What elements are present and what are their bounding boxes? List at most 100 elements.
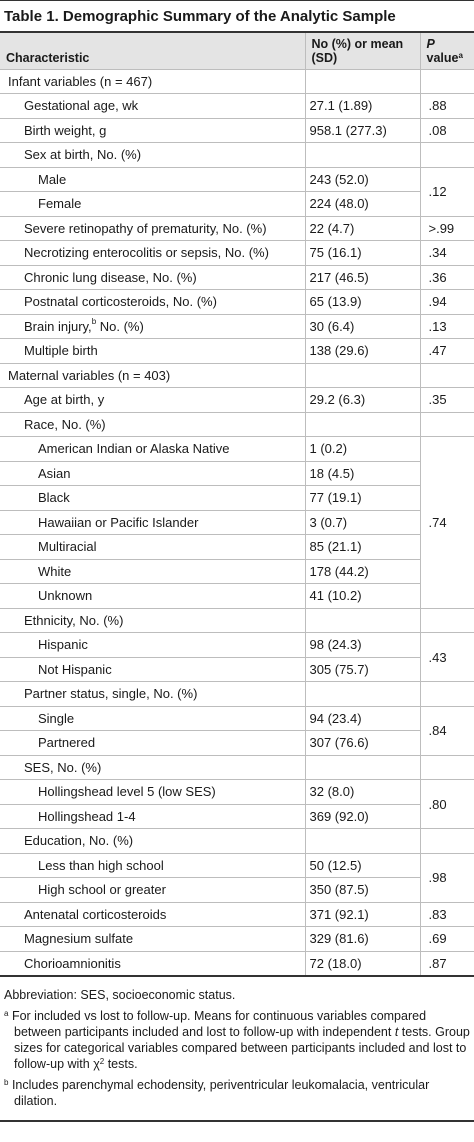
value-cell: 75 (16.1) [304,240,420,265]
footnote-marker: b [91,316,97,326]
value-text: 32 (8.0) [309,784,355,800]
table-row: American Indian or Alaska Native 1 (0.2).… [0,436,474,608]
value-cell [304,607,420,633]
label-cell: Black [0,485,305,510]
value-text: 29.2 (6.3) [309,392,366,408]
value-cell [304,411,420,437]
p-cell: .36 [419,264,474,290]
value-cell: 94 (23.4) [304,705,420,731]
label-cell: American Indian or Alaska Native [0,436,305,461]
row-label: No. (%) [96,318,144,334]
p-value: .84 [428,723,447,738]
p-value: >.99 [428,220,455,236]
p-cell: >.99 [419,215,474,241]
table-row: Hollingshead level 5 (low SES) 32 (8.0) .8… [0,779,474,829]
table-title: Table 1. Demographic Summary of the Anal… [0,0,474,33]
row-label: SES, No. (%) [24,759,102,775]
p-cell: .43 [419,632,474,682]
p-cell [419,754,474,780]
p-cell [419,411,474,437]
row-label: Asian [38,465,71,481]
value-text: 1 (0.2) [309,441,348,457]
label-cell: Brain injury,b No. (%) [0,313,305,339]
p-cell: .98 [419,852,474,902]
row-label: Hollingshead 1-4 [38,808,136,824]
row-label: High school or greater [38,882,166,898]
row-label: Maternal variables (n = 403) [8,367,171,383]
table-row: Less than high school 50 (12.5) .98 [0,852,474,902]
value-text: 85 (21.1) [309,539,362,555]
value-cell: 958.1 (277.3) [304,117,420,143]
p-value: .94 [428,294,447,310]
value-text: 50 (12.5) [309,857,362,873]
p-cell: .83 [419,901,474,927]
label-cell: Magnesium sulfate [0,926,305,951]
label-cell: White [0,558,305,584]
label-cell: Age at birth, y [0,387,305,412]
value-cell [304,828,420,853]
table-row: Partnered 307 (76.6) [0,730,474,755]
value-text: 138 (29.6) [309,343,369,359]
row-label: Postnatal corticosteroids, No. (%) [24,294,217,310]
p-cell: .88 [419,93,474,118]
label-cell: Less than high school [0,852,305,878]
row-label: Hawaiian or Pacific Islander [38,514,199,530]
value-text: 178 (44.2) [309,563,369,579]
header-text: value [426,50,459,65]
table-row: Asian 18 (4.5) [0,460,474,486]
label-cell: Chronic lung disease, No. (%) [0,264,305,290]
p-cell [419,142,474,167]
p-cell: .34 [419,240,474,265]
value-text: 243 (52.0) [309,171,369,187]
row-label: Education, No. (%) [24,833,134,849]
value-cell: 27.1 (1.89) [304,93,420,118]
table-row: Antenatal corticosteroids 371 (92.1) .83 [0,901,474,927]
value-cell: 50 (12.5) [304,852,420,878]
table-row: Chorioamnionitis 72 (18.0) .87 [0,950,474,977]
label-cell: Chorioamnionitis [0,950,305,977]
table-row: Single 94 (23.4) .84 [0,705,474,755]
p-cell: .08 [419,117,474,143]
header-text: No (%) or mean (SD) [311,36,404,65]
label-cell: Birth weight, g [0,117,305,143]
value-text: 72 (18.0) [309,955,362,971]
value-cell: 138 (29.6) [304,338,420,363]
label-cell: Gestational age, wk [0,93,305,118]
label-cell: Unknown [0,583,305,608]
table-row: Hispanic 98 (24.3) .43 [0,632,474,682]
table-row: Multiple birth 138 (29.6) .47 [0,338,474,363]
p-value: .87 [428,955,447,971]
value-cell [304,681,420,706]
header-text: P [426,36,435,51]
value-text: 369 (92.0) [309,808,369,824]
label-cell: Female [0,191,305,216]
label-cell: SES, No. (%) [0,754,305,780]
label-cell: Not Hispanic [0,656,305,682]
label-cell: Single [0,705,305,731]
value-cell: 329 (81.6) [304,926,420,951]
row-label: Unknown [38,588,93,604]
row-label: Single [38,710,75,726]
table-row: Ethnicity, No. (%) [0,607,474,633]
label-cell: Male [0,166,305,192]
value-text: 3 (0.7) [309,514,348,530]
p-value: .12 [428,184,447,199]
table-row: Hawaiian or Pacific Islander 3 (0.7) [0,509,474,535]
table-row: Brain injury,b No. (%) 30 (6.4) .13 [0,313,474,339]
value-text: 224 (48.0) [309,196,369,212]
table-row: Sex at birth, No. (%) [0,142,474,167]
row-label: Multiracial [38,539,97,555]
value-cell [304,362,420,388]
value-cell: 307 (76.6) [304,730,420,755]
p-value: .98 [428,870,447,885]
table-row: Race, No. (%) [0,411,474,437]
footnote: b Includes parenchymal echodensity, peri… [4,1077,470,1109]
table-row: Age at birth, y 29.2 (6.3) .35 [0,387,474,412]
p-cell: .12 [419,166,474,216]
row-label: Female [38,196,82,212]
table-row: Female 224 (48.0) [0,191,474,216]
p-cell [419,607,474,633]
p-cell: .69 [419,926,474,951]
table: Characteristic No (%) or mean (SD) P val… [0,33,474,977]
footnote-marker: b [4,1077,9,1087]
